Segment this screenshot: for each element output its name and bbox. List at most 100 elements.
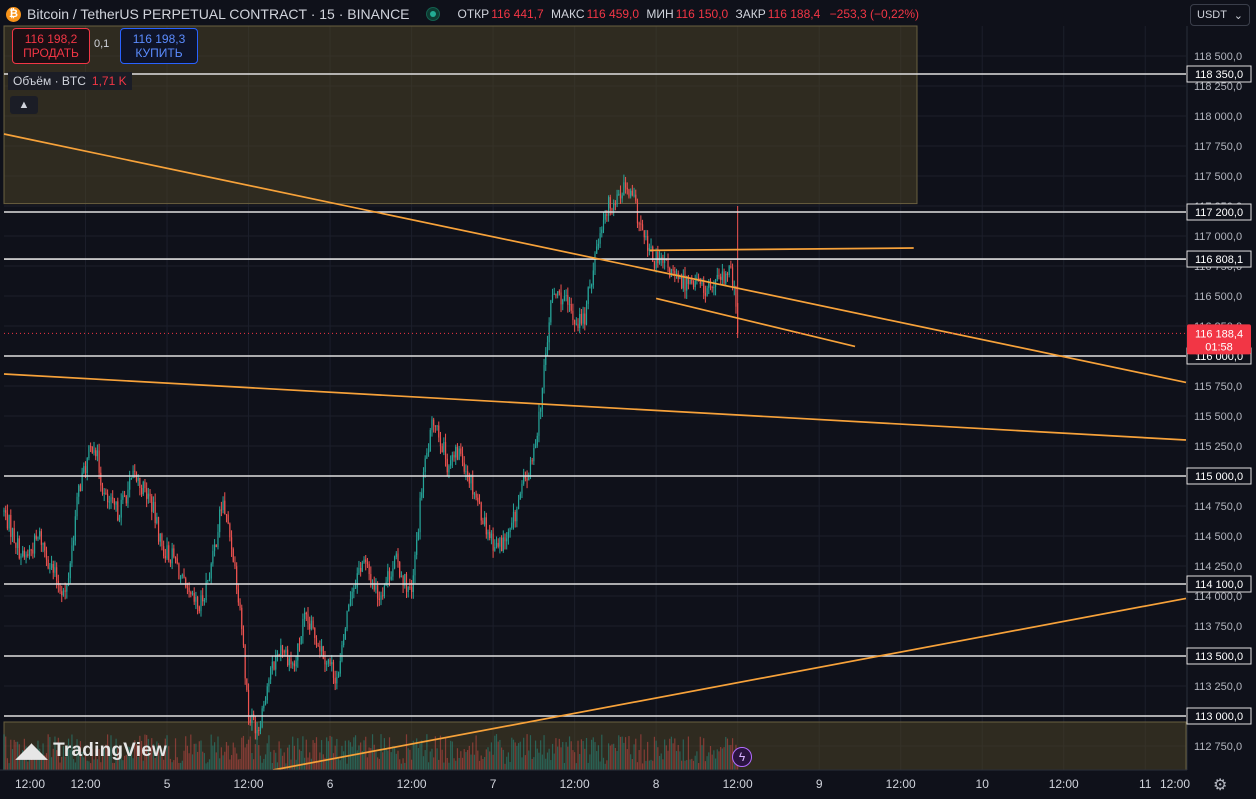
candle-body	[178, 563, 180, 580]
volume-bar	[407, 748, 409, 770]
volume-bar	[287, 747, 289, 770]
candle-body	[229, 523, 231, 538]
candle-body	[638, 223, 640, 225]
volume-bar	[686, 760, 688, 770]
volume-bar	[326, 737, 328, 770]
volume-bar	[385, 749, 387, 770]
volume-bar	[494, 735, 496, 770]
volume-bar	[660, 753, 662, 770]
candle-body	[681, 276, 683, 289]
order-quantity[interactable]: 0,1	[94, 38, 110, 50]
sell-button[interactable]: 116 198,2 ПРОДАТЬ	[12, 28, 90, 64]
candle-body	[531, 460, 533, 462]
volume-bar	[79, 741, 82, 770]
candle-body	[517, 499, 520, 509]
currency-selector[interactable]: USDT ⌄	[1190, 4, 1250, 26]
candle-body	[264, 700, 267, 705]
candle-body	[499, 537, 501, 547]
candle-body	[524, 476, 526, 479]
collapse-legend-button[interactable]: ▲	[10, 96, 38, 114]
volume-bar	[229, 759, 231, 770]
volume-bar	[624, 737, 627, 770]
volume-bar	[6, 758, 8, 770]
volume-bar	[478, 760, 481, 770]
volume-bar	[543, 735, 545, 770]
volume-legend[interactable]: Объём · BTC 1,71 K	[8, 72, 132, 90]
candle-body	[220, 509, 222, 511]
candle-body	[658, 258, 661, 264]
candle-body	[444, 441, 447, 459]
candle-body	[709, 282, 712, 287]
volume-bar	[553, 753, 555, 770]
candle-body	[118, 517, 121, 521]
candle-body	[392, 568, 394, 577]
candle-body	[489, 531, 491, 539]
volume-bar	[61, 756, 63, 770]
candle-body	[161, 534, 163, 547]
volume-bar	[410, 759, 413, 770]
volume-bar	[443, 762, 445, 770]
candle-body	[568, 304, 571, 306]
candle-body	[8, 515, 10, 529]
candle-body	[490, 533, 492, 539]
chevron-down-icon: ⌄	[1233, 9, 1243, 22]
candle-body	[205, 580, 207, 601]
symbol-title[interactable]: Bitcoin / TetherUS PERPETUAL CONTRACT · …	[27, 6, 410, 22]
volume-bar	[511, 737, 513, 770]
volume-bar	[601, 734, 603, 770]
volume-bar	[309, 752, 311, 770]
volume-bar	[353, 737, 355, 770]
candle-body	[79, 485, 82, 492]
candle-body	[417, 532, 419, 540]
volume-bar	[655, 740, 657, 770]
volume-bar	[166, 735, 168, 770]
volume-bar	[208, 759, 211, 770]
price-tick-label: 113 750,0	[1194, 621, 1242, 633]
candle-body	[456, 446, 459, 460]
volume-bar	[616, 751, 618, 770]
volume-bar	[706, 756, 708, 770]
lightning-icon[interactable]: ϟ	[732, 747, 752, 767]
volume-bar	[577, 740, 579, 770]
candle-body	[290, 658, 292, 665]
volume-bar	[242, 735, 245, 770]
volume-bar	[536, 748, 538, 770]
volume-bar	[197, 751, 199, 770]
volume-bar	[91, 749, 93, 770]
candle-body	[310, 620, 312, 630]
candle-body	[648, 247, 650, 251]
candle-body	[541, 387, 543, 410]
volume-bar	[533, 757, 535, 770]
candle-body	[399, 562, 401, 577]
volume-bar	[579, 753, 581, 770]
volume-bar	[611, 744, 613, 770]
candle-body	[679, 276, 681, 279]
volume-bar	[499, 739, 501, 770]
volume-bar	[69, 749, 71, 770]
candle-body	[689, 279, 691, 284]
volume-bar	[103, 747, 105, 770]
volume-bar	[674, 738, 676, 770]
candle-body	[13, 528, 15, 543]
candle-body	[404, 573, 406, 586]
candle-body	[297, 643, 299, 661]
volume-bar	[343, 751, 345, 770]
volume-bar	[161, 752, 163, 770]
volume-bar	[107, 734, 109, 770]
volume-bar	[78, 754, 80, 770]
volume-bar	[704, 761, 706, 770]
buy-button[interactable]: 116 198,3 КУПИТЬ	[120, 28, 198, 64]
volume-bar	[502, 749, 504, 770]
volume-bar	[696, 751, 698, 770]
volume-bar	[434, 736, 436, 770]
volume-bar	[84, 754, 87, 770]
volume-bar	[584, 748, 586, 770]
candle-body	[716, 274, 718, 280]
candle-body	[309, 623, 311, 630]
gear-icon[interactable]: ⚙	[1213, 777, 1228, 794]
candle-body	[672, 269, 674, 271]
volume-bar	[213, 742, 216, 770]
tradingview-logo[interactable]: ◢◣ TradingView	[16, 738, 167, 763]
volume-bar	[429, 751, 431, 770]
